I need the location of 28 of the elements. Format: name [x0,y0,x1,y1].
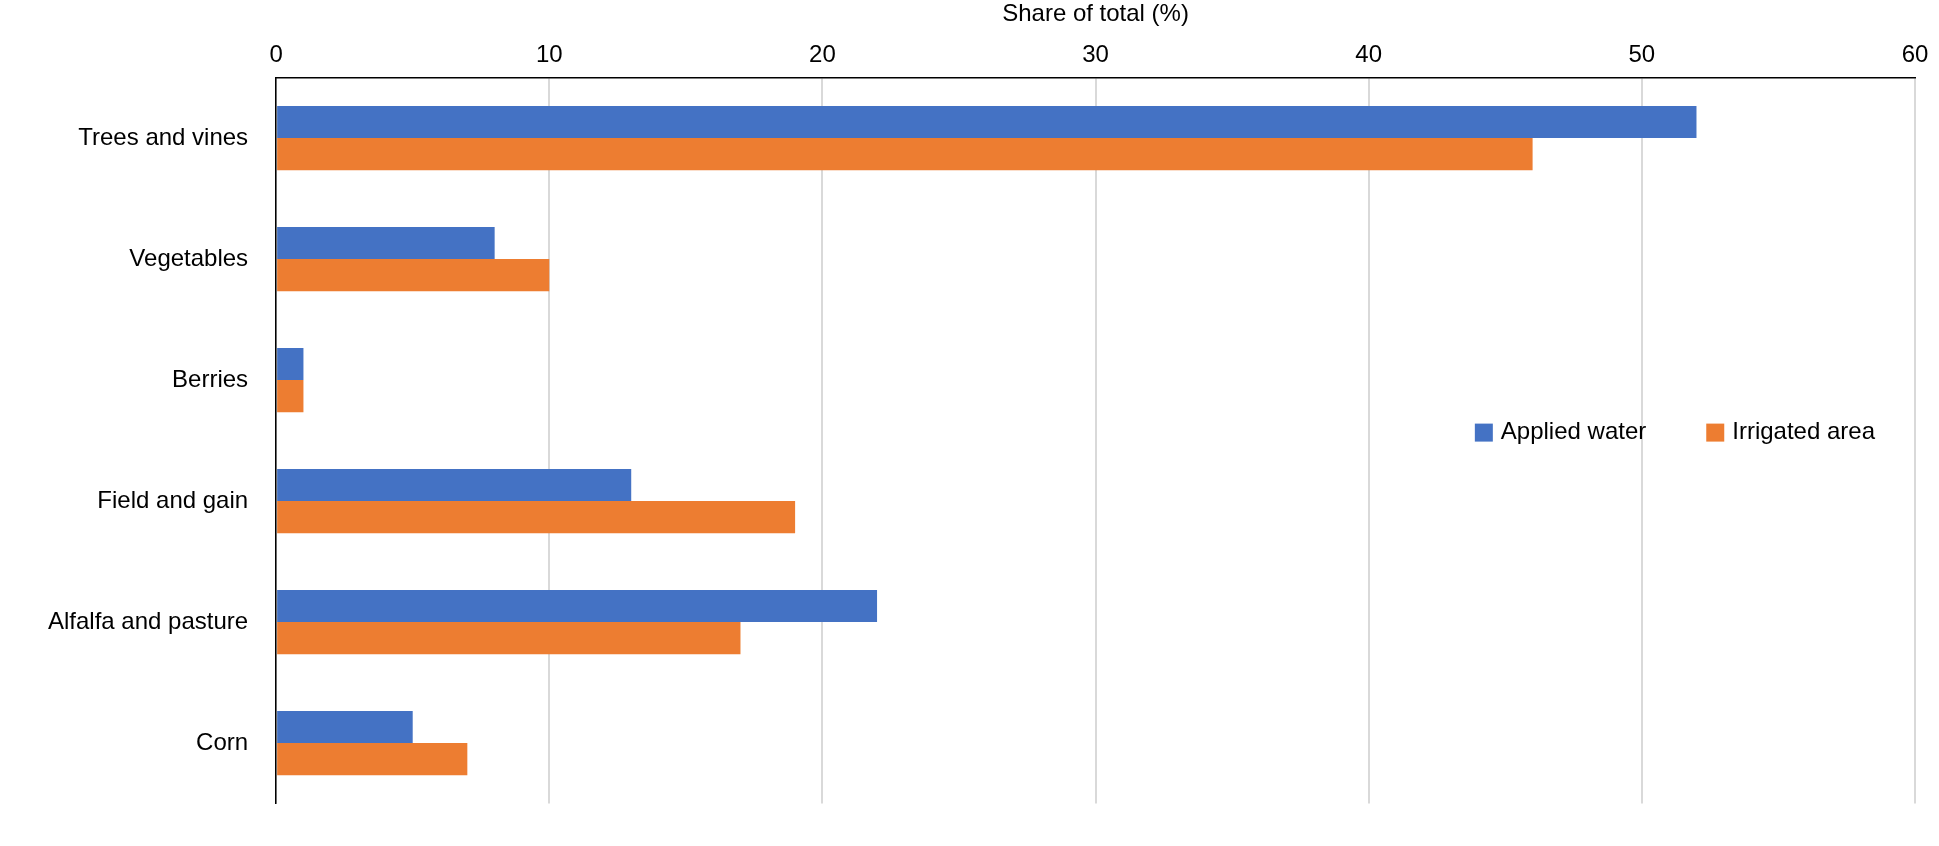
legend-label: Irrigated area [1732,417,1876,445]
y-tick-label: Vegetables [129,243,249,271]
bar [277,469,632,502]
x-tick-label: 0 [269,39,283,67]
bar [277,590,878,623]
bar [277,348,304,381]
bar [277,106,1697,139]
x-tick-label: 20 [809,39,836,67]
x-tick-label: 30 [1082,39,1109,67]
x-axis-title: Share of total (%) [1002,0,1189,27]
x-tick-label: 60 [1901,39,1929,67]
bar [277,622,741,655]
y-tick-label: Field and gain [97,485,249,513]
x-tick-label: 40 [1355,39,1383,67]
y-tick-label: Berries [172,364,249,392]
y-tick-label: Alfalfa and pasture [47,606,249,634]
bar [277,138,1533,171]
bar [277,711,413,744]
x-tick-label: 50 [1628,39,1656,67]
y-tick-label: Corn [196,727,249,755]
legend-label: Applied water [1500,417,1647,445]
x-tick-label: 10 [535,39,563,67]
bar [277,501,796,534]
bar [277,259,550,292]
bar [277,743,468,776]
y-tick-label: Trees and vines [78,122,249,150]
bar [277,227,495,260]
bar [277,380,304,413]
